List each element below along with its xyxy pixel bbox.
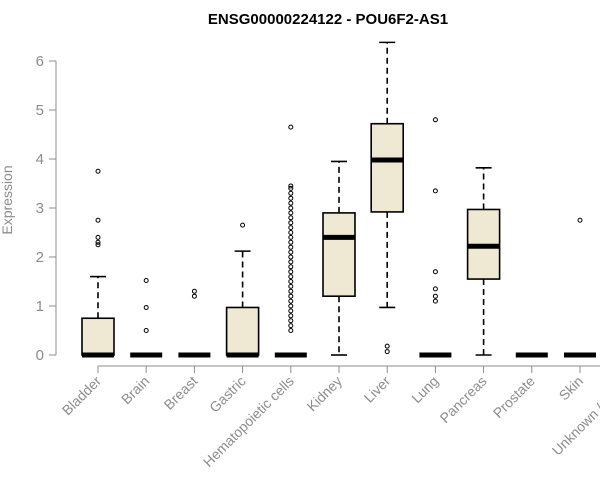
box-iqr xyxy=(81,317,115,356)
outlier-point xyxy=(384,343,390,349)
outlier-point xyxy=(577,217,583,223)
outlier-point xyxy=(288,264,294,270)
outlier-point xyxy=(432,286,438,292)
y-axis-label: Expression xyxy=(0,165,15,234)
outlier-point xyxy=(95,168,101,174)
outlier-point xyxy=(95,239,101,245)
x-tick-label: Kidney xyxy=(304,373,346,415)
outlier-point xyxy=(432,293,438,299)
outlier-point xyxy=(432,269,438,275)
outlier-point xyxy=(288,318,294,324)
outlier-point xyxy=(288,225,294,231)
box-iqr xyxy=(322,212,356,297)
outlier-point xyxy=(288,124,294,130)
box-1 xyxy=(130,278,163,358)
outlier-point xyxy=(288,323,294,329)
outlier-point xyxy=(432,117,438,123)
outlier-point xyxy=(240,222,246,228)
outlier-point xyxy=(288,244,294,250)
outlier-point xyxy=(288,259,294,265)
x-tick-label: Skin xyxy=(556,373,587,404)
outlier-point xyxy=(288,254,294,260)
outlier-point xyxy=(143,278,149,284)
box-6 xyxy=(370,41,405,355)
y-tick-label: 6 xyxy=(36,53,44,70)
box-10 xyxy=(564,217,596,358)
outlier-point xyxy=(288,183,294,189)
outlier-point xyxy=(288,303,294,309)
outlier-point xyxy=(288,239,294,245)
outlier-point xyxy=(288,308,294,314)
outlier-point xyxy=(432,188,438,194)
outlier-point xyxy=(288,274,294,280)
box-8 xyxy=(466,167,501,356)
y-tick-label: 4 xyxy=(36,151,44,168)
x-tick-label: Bladder xyxy=(59,373,105,419)
outlier-point xyxy=(288,328,294,333)
y-tick-label: 2 xyxy=(36,249,44,266)
y-axis: 0 1 2 3 4 5 6 xyxy=(36,53,57,364)
outlier-point xyxy=(288,249,294,255)
box-4 xyxy=(274,124,307,358)
outlier-point xyxy=(288,293,294,299)
outlier-point xyxy=(288,205,294,211)
outlier-point xyxy=(191,288,197,294)
x-tick-label: Pancreas xyxy=(437,373,490,426)
y-tick-label: 1 xyxy=(36,298,44,315)
box-7 xyxy=(419,117,452,358)
x-tick-label: Liver xyxy=(361,373,394,406)
chart-title: ENSG00000224122 - POU6F2-AS1 xyxy=(208,11,448,28)
outlier-point xyxy=(288,210,294,216)
outlier-point xyxy=(288,279,294,284)
box-2 xyxy=(178,288,211,358)
box-iqr xyxy=(225,306,260,356)
outlier-point xyxy=(143,304,149,310)
box-3 xyxy=(225,222,260,358)
outlier-point xyxy=(384,349,390,355)
x-tick-label: Breast xyxy=(161,373,201,413)
outlier-point xyxy=(95,217,101,223)
x-tick-label: Hematopoietic cells xyxy=(200,373,297,470)
outlier-point xyxy=(288,234,294,240)
outlier-point xyxy=(288,313,294,319)
x-tick-label: Gastric xyxy=(206,373,249,416)
outlier-point xyxy=(288,230,294,235)
outlier-point xyxy=(191,293,197,299)
outlier-point xyxy=(288,190,294,196)
box-5 xyxy=(322,160,356,356)
box-iqr xyxy=(370,122,405,213)
box-0 xyxy=(81,168,115,358)
outlier-point xyxy=(288,220,294,226)
outlier-point xyxy=(432,298,438,304)
boxes-group xyxy=(81,41,596,358)
outlier-point xyxy=(288,195,294,201)
x-tick-label: Lung xyxy=(408,373,441,406)
outlier-point xyxy=(288,288,294,294)
outlier-point xyxy=(288,185,294,191)
outlier-point xyxy=(288,215,294,221)
outlier-point xyxy=(288,298,294,304)
y-tick-label: 0 xyxy=(36,347,44,364)
outlier-point xyxy=(95,234,101,240)
outlier-point xyxy=(95,242,101,248)
x-tick-label: Prostate xyxy=(490,373,538,421)
x-tick-label: Brain xyxy=(118,373,152,407)
y-tick-label: 5 xyxy=(36,102,44,119)
outlier-point xyxy=(288,283,294,289)
y-tick-label: 3 xyxy=(36,200,44,217)
outlier-point xyxy=(143,328,149,333)
outlier-point xyxy=(288,269,294,275)
outlier-point xyxy=(288,200,294,206)
